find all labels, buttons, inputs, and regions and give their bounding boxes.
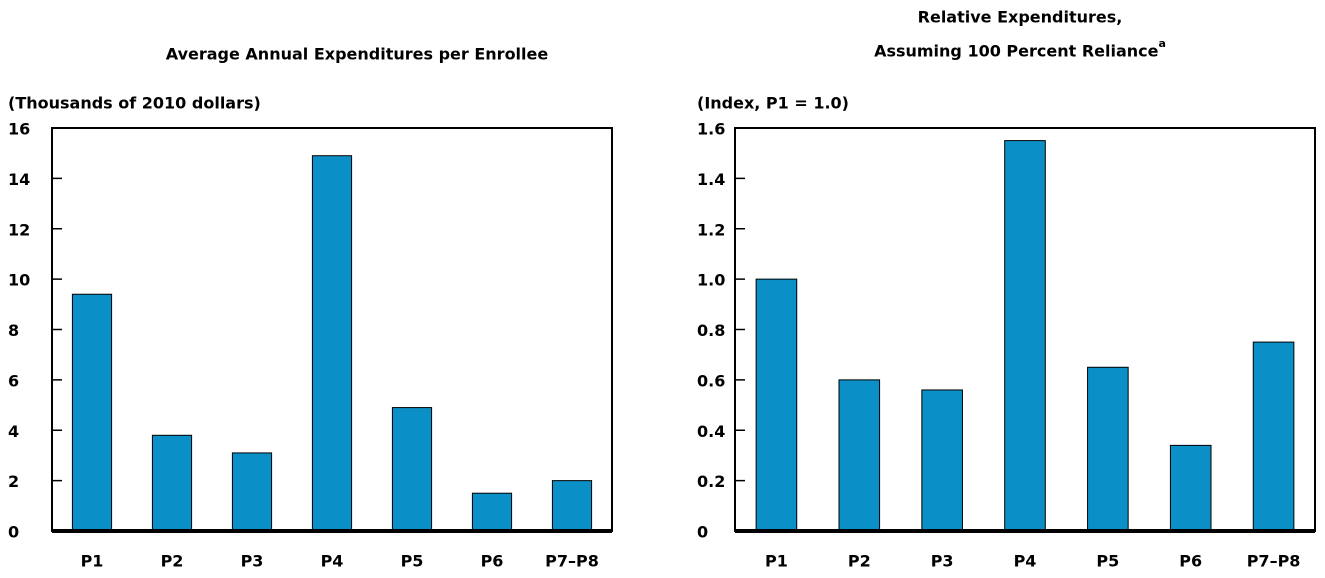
chart-title: Assuming 100 Percent Reliancea bbox=[874, 37, 1166, 61]
x-tick-label: P7–P8 bbox=[1247, 552, 1301, 571]
bar bbox=[391, 407, 433, 532]
bar bbox=[71, 293, 113, 532]
x-tick-label: P5 bbox=[401, 552, 424, 571]
y-tick-label: 0.2 bbox=[697, 472, 725, 491]
x-tick-label: P1 bbox=[765, 552, 788, 571]
y-tick-label: 0 bbox=[697, 523, 708, 542]
x-tick-label: P7–P8 bbox=[545, 552, 599, 571]
bar bbox=[838, 379, 881, 532]
y-tick-label: 0.8 bbox=[697, 321, 725, 340]
bar bbox=[551, 480, 593, 532]
x-tick-label: P4 bbox=[1014, 552, 1037, 571]
bar bbox=[921, 389, 963, 532]
y-tick-label: 0.4 bbox=[697, 422, 725, 441]
y-tick-label: 0 bbox=[8, 523, 19, 542]
bar bbox=[471, 492, 513, 532]
x-tick-label: P4 bbox=[321, 552, 344, 571]
x-tick-label: P5 bbox=[1096, 552, 1119, 571]
y-tick-label: 1.4 bbox=[697, 170, 725, 189]
x-tick-label: P2 bbox=[848, 552, 871, 571]
y-axis-label: (Thousands of 2010 dollars) bbox=[8, 94, 261, 113]
bar bbox=[1004, 140, 1046, 532]
y-axis-label: (Index, P1 = 1.0) bbox=[697, 94, 849, 113]
title-note: a bbox=[1159, 37, 1166, 50]
bar bbox=[231, 452, 273, 532]
y-tick-label: 1.6 bbox=[697, 120, 725, 139]
y-tick-label: 6 bbox=[8, 371, 19, 390]
bar bbox=[755, 278, 798, 532]
y-tick-label: 14 bbox=[8, 170, 30, 189]
x-tick-label: P3 bbox=[241, 552, 264, 571]
bar bbox=[151, 434, 193, 532]
y-tick-label: 1.0 bbox=[697, 271, 725, 290]
y-tick-label: 1.2 bbox=[697, 220, 725, 239]
bar bbox=[1169, 444, 1212, 532]
y-tick-label: 0.6 bbox=[697, 371, 725, 390]
y-tick-label: 10 bbox=[8, 271, 30, 290]
y-tick-label: 16 bbox=[8, 120, 30, 139]
bar bbox=[1252, 341, 1295, 532]
y-tick-label: 8 bbox=[8, 321, 19, 340]
x-tick-label: P3 bbox=[931, 552, 954, 571]
chart-title: Average Annual Expenditures per Enrollee bbox=[166, 45, 549, 64]
x-tick-label: P6 bbox=[481, 552, 504, 571]
bar bbox=[1087, 366, 1129, 532]
x-tick-label: P1 bbox=[81, 552, 104, 571]
y-tick-label: 2 bbox=[8, 472, 19, 491]
bar bbox=[311, 155, 353, 532]
x-tick-label: P2 bbox=[161, 552, 184, 571]
chart-title: Relative Expenditures, bbox=[918, 8, 1123, 27]
y-tick-label: 4 bbox=[8, 422, 19, 441]
x-tick-label: P6 bbox=[1179, 552, 1202, 571]
y-tick-label: 12 bbox=[8, 220, 30, 239]
